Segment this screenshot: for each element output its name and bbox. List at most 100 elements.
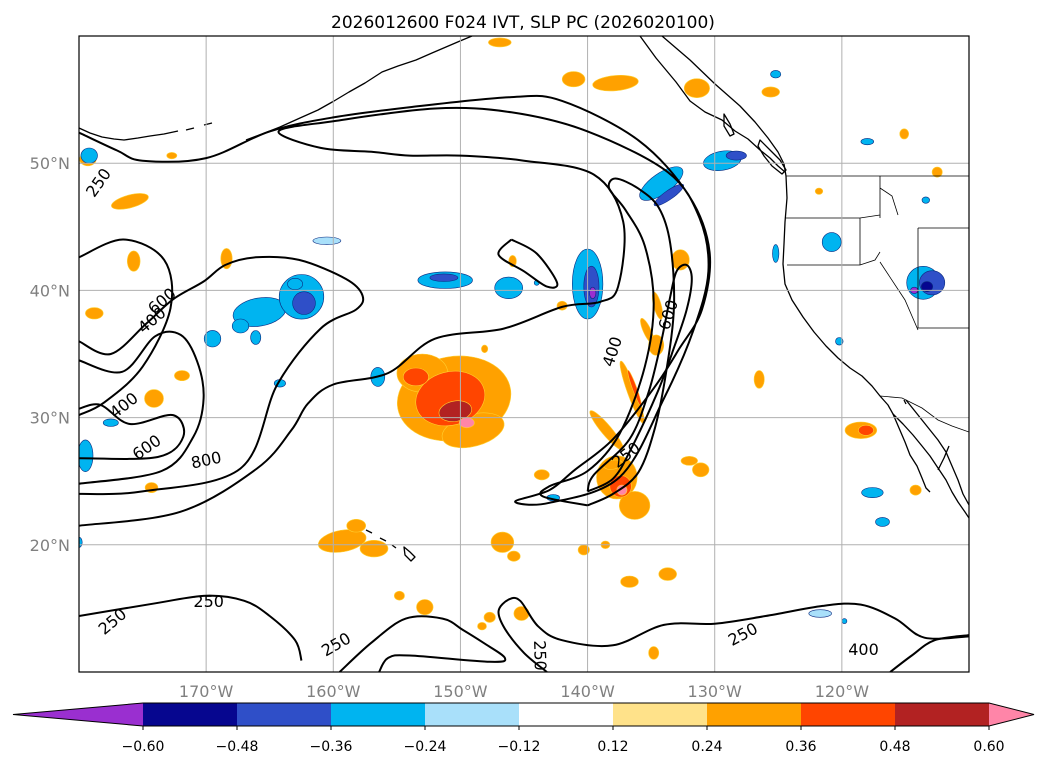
ivt-negative-anomaly-region [921, 196, 930, 204]
ivt-positive-anomaly-region [166, 152, 178, 160]
island-guadalupe [903, 399, 907, 405]
lat-tick-label: 40°N [30, 281, 70, 300]
ivt-positive-anomaly-region [931, 166, 943, 178]
gridlines [79, 36, 969, 672]
coastline-alaska [245, 36, 473, 141]
colorbar-tick-label: 0.36 [785, 739, 816, 755]
ivt-positive-anomaly-region [359, 539, 389, 558]
political-boundaries [786, 175, 969, 433]
ivt-contour-600 [79, 330, 205, 485]
ivt-positive-anomaly-region [899, 128, 910, 140]
ivt-positive-anomaly-region [402, 367, 429, 387]
ivt-positive-anomaly-region [658, 567, 677, 581]
ivt-positive-anomaly-region [477, 622, 487, 631]
ivt-contour-250 [497, 238, 559, 289]
ivt-contour-400 [889, 634, 969, 672]
ivt-positive-anomaly-region [393, 590, 405, 601]
ivt-positive-anomaly-region [483, 611, 496, 623]
ivt-negative-anomaly-region [494, 276, 524, 300]
contour-label-text: 250 [530, 640, 550, 671]
lon-tick-label: 120°W [815, 682, 870, 701]
ivt-negative-anomaly-region [231, 318, 250, 334]
ivt-contour-250 [497, 596, 969, 672]
ivt-negative-anomaly-region [770, 70, 782, 79]
ivt-negative-anomaly-region [312, 236, 342, 245]
ivt-positive-anomaly-region [416, 599, 434, 615]
colorbar-tick-label: 0.24 [691, 739, 722, 755]
ivt-positive-anomaly-region [753, 370, 765, 389]
colorbar-tick-label: −0.36 [310, 739, 353, 755]
colorbar-segment [895, 703, 990, 726]
longitude-axis-labels: 170°W 160°W 150°W 140°W 130°W 120°W [179, 682, 869, 701]
ivt-positive-anomaly-region [533, 469, 550, 481]
coastline-gulf-of-california [905, 399, 969, 506]
ivt-positive-anomaly-region [561, 71, 586, 88]
ivt-positive-anomaly-region [858, 424, 874, 436]
ivt-contour-250 [79, 594, 303, 661]
ivt-negative-anomaly-region [861, 487, 884, 498]
ivt-negative-anomaly-region [292, 291, 316, 315]
coastlines [79, 36, 969, 562]
colorbar-segment [143, 703, 238, 726]
ivt-positive-anomaly-region [438, 400, 472, 422]
ivt-negative-anomaly-region [841, 618, 848, 624]
colorbar-tick-label: 0.12 [597, 739, 628, 755]
colorbar-tick-label: −0.12 [498, 739, 541, 755]
colorbar: −0.60 −0.48 −0.36 −0.24 −0.12 0.12 0.24 0.36 0.4… [12, 702, 1035, 755]
ivt-positive-anomaly-region [346, 518, 367, 533]
lat-tick-label: 30°N [30, 409, 70, 428]
lon-tick-label: 150°W [433, 682, 488, 701]
ivt-positive-anomaly-region [814, 187, 824, 195]
map-frame [78, 35, 970, 673]
colorbar-segment [519, 703, 614, 726]
ivt-negative-anomaly-region [589, 286, 597, 299]
colorbar-tick-label: −0.24 [404, 739, 447, 755]
lat-tick-label: 50°N [30, 154, 70, 173]
ivt-positive-anomaly-region [174, 370, 190, 381]
ivt-negative-anomaly-region [875, 517, 890, 527]
coastline-alaska-southeast [639, 36, 786, 173]
ivt-positive-anomaly-region [490, 531, 515, 553]
colorbar-extend-low [13, 703, 143, 726]
colorbar-tick-label: −0.48 [216, 739, 259, 755]
us-mexico-border [879, 395, 969, 433]
colorbar-segment [425, 703, 520, 726]
coastline-baja-california [892, 413, 950, 493]
colorbar-extend-high [989, 703, 1034, 726]
ivt-positive-anomaly-region [683, 78, 710, 98]
ivt-positive-anomaly-region [909, 484, 922, 496]
ivt-positive-anomaly-region [507, 550, 521, 562]
contour-label-text: 250 [193, 592, 224, 611]
coastline-north-america-west [661, 36, 969, 519]
ivt-contour-400 [539, 177, 676, 507]
ivt-positive-anomaly-region [458, 417, 475, 429]
ivt-negative-anomaly-region [250, 330, 262, 345]
ivt-contour-250 [79, 238, 174, 417]
ivt-contour-label: 250 [530, 640, 550, 671]
ivt-positive-anomaly-region [692, 462, 710, 478]
colorbar-tick-label: −0.60 [122, 739, 165, 755]
ivt-contour-800 [79, 403, 186, 460]
ivt-negative-anomaly-region [79, 439, 94, 472]
ivt-contour-label: 250 [193, 592, 224, 611]
ivt-contour-label: 400 [848, 640, 879, 659]
ivt-negative-anomaly-region [429, 273, 459, 282]
ivt-negative-anomaly-region [80, 147, 98, 164]
ivt-negative-anomaly-region [725, 150, 747, 161]
state-boundaries [786, 176, 969, 331]
ivt-positive-anomaly-region [481, 344, 489, 354]
ivt-positive-anomaly-region [648, 646, 660, 660]
coastline-vancouver-island [757, 139, 787, 175]
ivt-negative-anomaly-region [835, 337, 844, 346]
latitude-axis-labels: 20°N 30°N 40°N 50°N [30, 154, 70, 555]
ivt-contour-600 [586, 263, 693, 493]
ivt-negative-anomaly-region [821, 232, 842, 252]
coastline-haida-gwaii [723, 113, 735, 137]
ivt-negative-anomaly-region [860, 138, 874, 146]
ivt-positive-anomaly-region [618, 491, 651, 520]
ivt-negative-anomaly-region [920, 281, 933, 292]
lat-tick-label: 20°N [30, 536, 70, 555]
colorbar-segment [237, 703, 332, 726]
